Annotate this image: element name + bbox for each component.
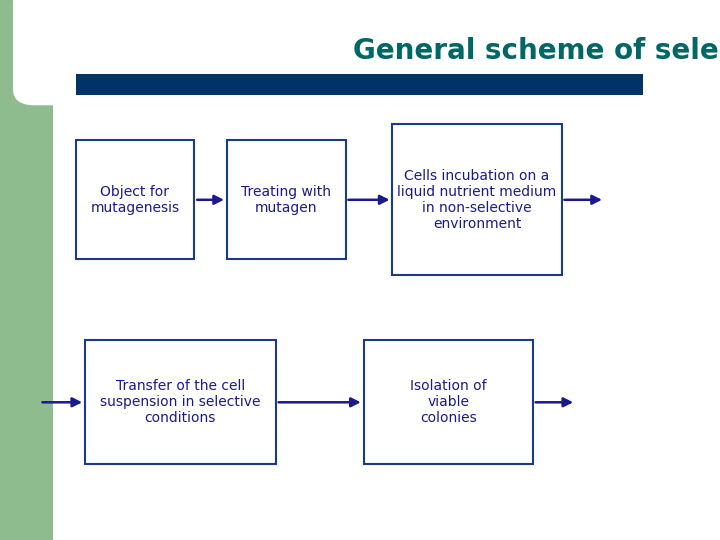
FancyBboxPatch shape [364, 340, 533, 464]
Bar [76, 74, 643, 94]
Text: Object for
mutagenesis: Object for mutagenesis [91, 185, 179, 215]
FancyBboxPatch shape [13, 0, 287, 105]
FancyBboxPatch shape [392, 124, 562, 275]
Text: Cells incubation on a
liquid nutrient medium
in non-selective
environment: Cells incubation on a liquid nutrient me… [397, 168, 557, 231]
Text: Transfer of the cell
suspension in selective
conditions: Transfer of the cell suspension in selec… [100, 379, 261, 426]
FancyBboxPatch shape [76, 140, 194, 259]
FancyBboxPatch shape [227, 140, 346, 259]
Text: Treating with
mutagen: Treating with mutagen [241, 185, 331, 215]
Bar [0, 0, 252, 70]
Text: Isolation of
viable
colonies: Isolation of viable colonies [410, 379, 487, 426]
FancyBboxPatch shape [85, 340, 276, 464]
Bar [0, 0, 53, 540]
Text: General scheme of selection: General scheme of selection [353, 37, 720, 65]
